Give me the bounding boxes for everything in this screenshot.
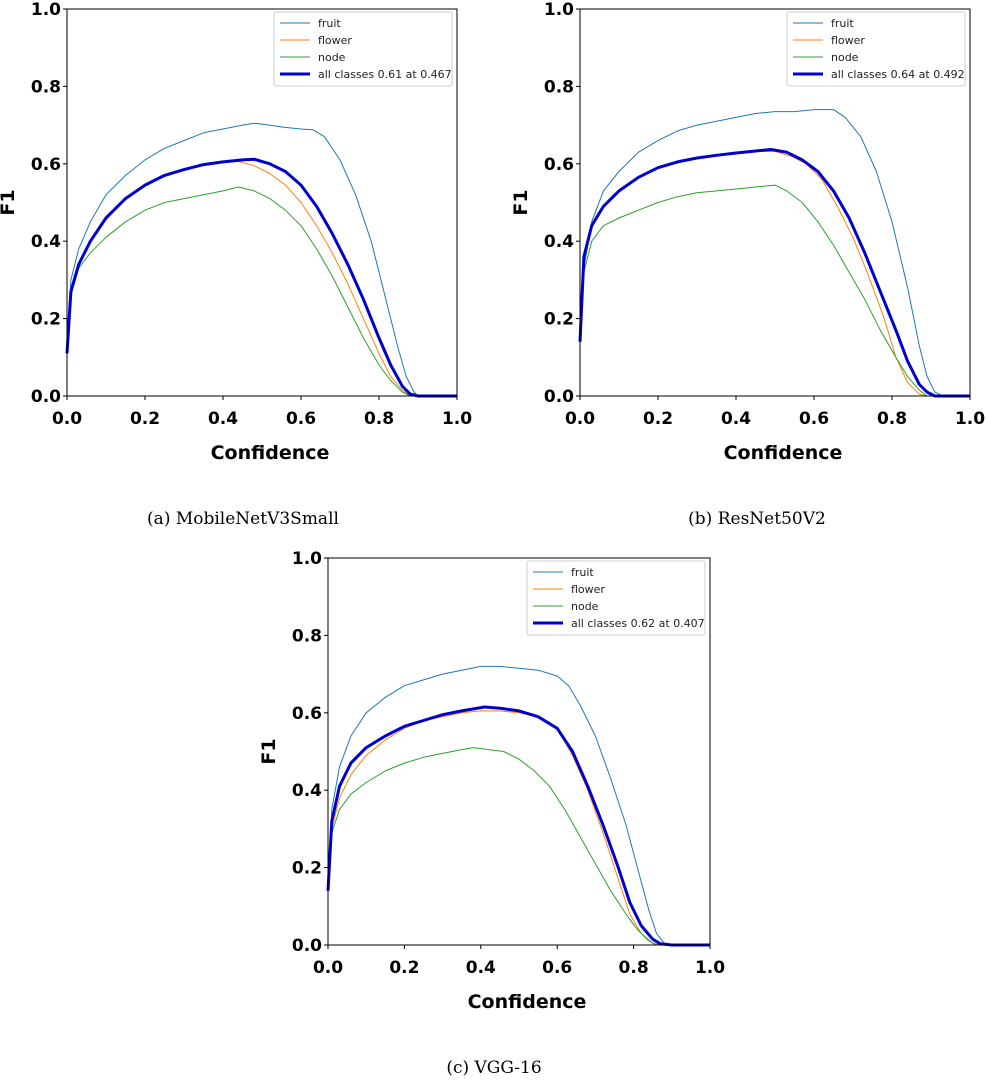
series-line-flower: [579, 150, 970, 397]
y-tick-label: 0.6: [544, 155, 574, 175]
y-tick-label: 1.0: [292, 549, 322, 569]
legend-label: fruit: [318, 17, 341, 30]
plot-frame: [327, 557, 711, 946]
legend: fruit flower node all classes 0.61 at 0.467: [273, 11, 453, 87]
x-tick-label: 0.8: [877, 409, 907, 429]
y-tick-label: 1.0: [31, 0, 61, 20]
legend-label: flower: [831, 34, 865, 47]
panel-caption: (b) ResNet50V2: [688, 509, 826, 529]
y-tick-label: 0.6: [31, 155, 61, 175]
y-tick-label: 0.0: [544, 387, 574, 407]
legend-label: node: [318, 51, 346, 64]
y-tick-label: 0.4: [292, 781, 322, 801]
legend-label: fruit: [571, 566, 594, 579]
y-tick-label: 0.0: [31, 387, 61, 407]
y-tick-label: 0.4: [31, 232, 61, 252]
y-tick-label: 0.8: [544, 77, 574, 97]
x-axis-title: Confidence: [211, 442, 330, 464]
x-tick-label: 0.4: [466, 958, 496, 978]
y-axis-title: F1: [510, 189, 532, 215]
series-line-node: [327, 747, 710, 946]
series-line-flower: [66, 161, 457, 397]
legend-box: [786, 11, 966, 87]
legend-label: node: [571, 600, 599, 613]
y-tick-label: 0.0: [292, 936, 322, 956]
x-tick-label: 0.6: [799, 409, 829, 429]
x-tick-label: 0.4: [721, 409, 751, 429]
plot-frame: [579, 8, 971, 397]
chart-panel-1: 0.0 0.2 0.4 0.6 0.8 1.0 0.0 0.2 0.4 0.6 0.8 1.0 Conf…: [0, 0, 472, 529]
series-line-node: [579, 184, 970, 397]
x-tick-label: 0.0: [52, 409, 82, 429]
y-tick-label: 0.8: [292, 626, 322, 646]
x-tick-label: 1.0: [442, 409, 472, 429]
y-tick-label: 0.2: [31, 310, 61, 330]
x-tick-label: 1.0: [955, 409, 985, 429]
legend-box: [273, 11, 453, 87]
y-tick-label: 1.0: [544, 0, 574, 20]
legend-label: flower: [318, 34, 352, 47]
legend-label: all classes 0.64 at 0.492: [831, 68, 965, 81]
y-tick-label: 0.6: [292, 704, 322, 724]
x-tick-label: 0.8: [619, 958, 649, 978]
legend-label: all classes 0.62 at 0.407: [571, 617, 705, 630]
series-line-fruit: [327, 665, 710, 946]
series-line-node: [66, 186, 457, 397]
panel-caption: (a) MobileNetV3Small: [147, 509, 339, 529]
series-line-all: [578, 148, 970, 398]
series-line-fruit: [579, 109, 970, 397]
y-axis-title: F1: [0, 189, 19, 215]
series-line-all: [65, 157, 457, 398]
chart-panel-3: 0.0 0.2 0.4 0.6 0.8 1.0 0.0 0.2 0.4 0.6 0.8 1.0 Conf…: [258, 549, 725, 1078]
legend-label: flower: [571, 583, 605, 596]
legend: fruit flower node all classes 0.64 at 0.492: [786, 11, 966, 87]
panel-caption: (c) VGG-16: [446, 1058, 541, 1078]
x-axis-title: Confidence: [468, 991, 587, 1013]
x-tick-label: 0.8: [364, 409, 394, 429]
series-line-fruit: [66, 122, 457, 397]
x-tick-label: 0.2: [130, 409, 160, 429]
y-tick-label: 0.4: [544, 232, 574, 252]
x-tick-label: 0.0: [565, 409, 595, 429]
legend-label: node: [831, 51, 859, 64]
series-line-flower: [327, 710, 710, 946]
x-tick-label: 0.0: [313, 958, 343, 978]
x-axis-title: Confidence: [724, 442, 843, 464]
x-tick-label: 0.6: [286, 409, 316, 429]
plot-frame: [66, 8, 458, 397]
legend-box: [526, 560, 706, 636]
x-tick-label: 0.4: [208, 409, 238, 429]
y-tick-label: 0.2: [544, 310, 574, 330]
series-line-all: [326, 705, 710, 947]
legend: fruit flower node all classes 0.62 at 0.407: [526, 560, 706, 636]
legend-label: all classes 0.61 at 0.467: [318, 68, 452, 81]
x-tick-label: 1.0: [695, 958, 725, 978]
y-axis-title: F1: [258, 738, 280, 764]
x-tick-label: 0.6: [542, 958, 572, 978]
y-tick-label: 0.8: [31, 77, 61, 97]
x-tick-label: 0.2: [389, 958, 419, 978]
chart-panel-2: 0.0 0.2 0.4 0.6 0.8 1.0 0.0 0.2 0.4 0.6 0.8 1.0 Conf…: [510, 0, 985, 529]
x-tick-label: 0.2: [643, 409, 673, 429]
y-tick-label: 0.2: [292, 859, 322, 879]
legend-label: fruit: [831, 17, 854, 30]
